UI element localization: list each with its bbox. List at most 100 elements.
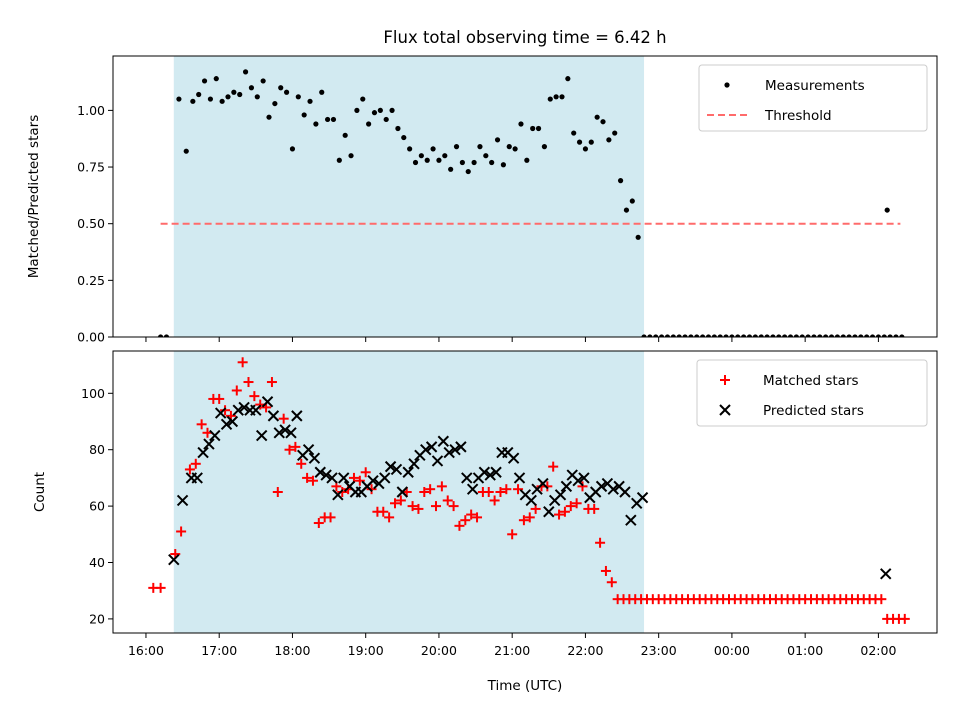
data-point: [711, 334, 717, 337]
data-point: [231, 89, 237, 95]
data-point: [219, 98, 225, 104]
data-point: [383, 116, 389, 123]
data-point: [326, 472, 338, 484]
data-point: [472, 512, 483, 523]
data-point: [266, 114, 272, 120]
data-point: [461, 472, 473, 484]
data-point: [395, 495, 406, 506]
data-point: [220, 418, 233, 431]
data-point: [653, 334, 659, 337]
data-point: [260, 78, 266, 84]
data-point: [483, 487, 494, 497]
data-point: [840, 334, 846, 337]
data-point: [542, 481, 553, 492]
data-point: [155, 582, 166, 593]
data-point: [876, 594, 887, 605]
data-point: [547, 96, 553, 102]
data-point: [213, 76, 219, 82]
data-point: [425, 484, 436, 495]
data-point: [214, 407, 227, 419]
data-point: [489, 159, 495, 166]
data-point: [163, 334, 170, 337]
x-tick-label: 21:00: [494, 643, 530, 658]
data-point: [226, 415, 239, 428]
data-point: [846, 334, 852, 337]
counts-frame: [112, 350, 938, 634]
data-point: [543, 506, 555, 518]
data-point: [436, 481, 447, 492]
data-point: [279, 424, 291, 436]
data-point: [448, 501, 459, 512]
data-point: [899, 334, 905, 337]
data-point: [237, 357, 248, 368]
y-tick-label: 40: [89, 555, 105, 570]
data-point: [500, 162, 506, 168]
y-tick-label: 1.00: [77, 103, 105, 118]
data-point: [325, 116, 331, 123]
x-tick-label: 22:00: [567, 643, 603, 658]
x-tick-label: 23:00: [641, 643, 677, 658]
data-point: [413, 503, 424, 514]
data-point: [266, 377, 277, 388]
data-point: [449, 443, 461, 456]
data-point: [459, 159, 465, 166]
data-point: [407, 146, 413, 152]
data-point: [371, 110, 378, 116]
data-point: [729, 334, 735, 337]
y-axis-label: Matched/Predicted stars: [26, 115, 42, 278]
data-point: [565, 501, 576, 512]
data-point: [600, 119, 606, 125]
data-point: [377, 107, 383, 113]
data-point: [880, 568, 892, 580]
data-point: [176, 96, 182, 102]
data-point: [478, 466, 491, 478]
data-point: [207, 96, 214, 102]
data-point: [291, 410, 303, 422]
data-point: [893, 334, 899, 337]
legend-box: [698, 64, 928, 132]
data-point: [338, 472, 350, 484]
data-point: [320, 469, 332, 481]
legend-key: [724, 82, 730, 88]
legend-label: Matched stars: [763, 373, 859, 389]
data-point: [764, 334, 770, 337]
data-point: [442, 495, 453, 506]
legend-label: Predicted stars: [763, 403, 864, 419]
data-point: [594, 114, 600, 120]
data-point: [190, 98, 196, 104]
data-point: [494, 137, 501, 143]
data-point: [384, 512, 395, 523]
data-point: [254, 94, 260, 100]
data-point: [313, 121, 319, 127]
data-point: [484, 469, 496, 481]
observing-window-shade: [173, 56, 645, 337]
data-point: [191, 472, 203, 484]
data-point: [378, 506, 389, 517]
legend-key: [719, 404, 731, 416]
data-point: [209, 429, 221, 442]
data-point: [360, 96, 366, 102]
data-point: [576, 139, 583, 145]
data-point: [507, 452, 520, 464]
data-point: [419, 487, 430, 497]
data-point: [735, 334, 741, 337]
data-point: [408, 458, 420, 470]
data-point: [402, 466, 414, 478]
data-point: [395, 125, 401, 132]
x-axis-label: Time (UTC): [487, 678, 563, 694]
data-point: [554, 489, 567, 501]
x-tick-label: 20:00: [421, 643, 457, 658]
data-point: [560, 480, 573, 493]
data-point: [524, 512, 535, 523]
data-point: [746, 334, 753, 337]
data-point: [606, 137, 612, 143]
data-point: [401, 134, 407, 141]
data-point: [250, 404, 262, 416]
data-point: [899, 613, 910, 624]
data-point: [261, 396, 274, 408]
data-point: [541, 144, 548, 150]
data-point: [782, 334, 788, 337]
data-point: [431, 501, 442, 512]
data-point: [232, 404, 244, 416]
data-point: [176, 526, 187, 537]
